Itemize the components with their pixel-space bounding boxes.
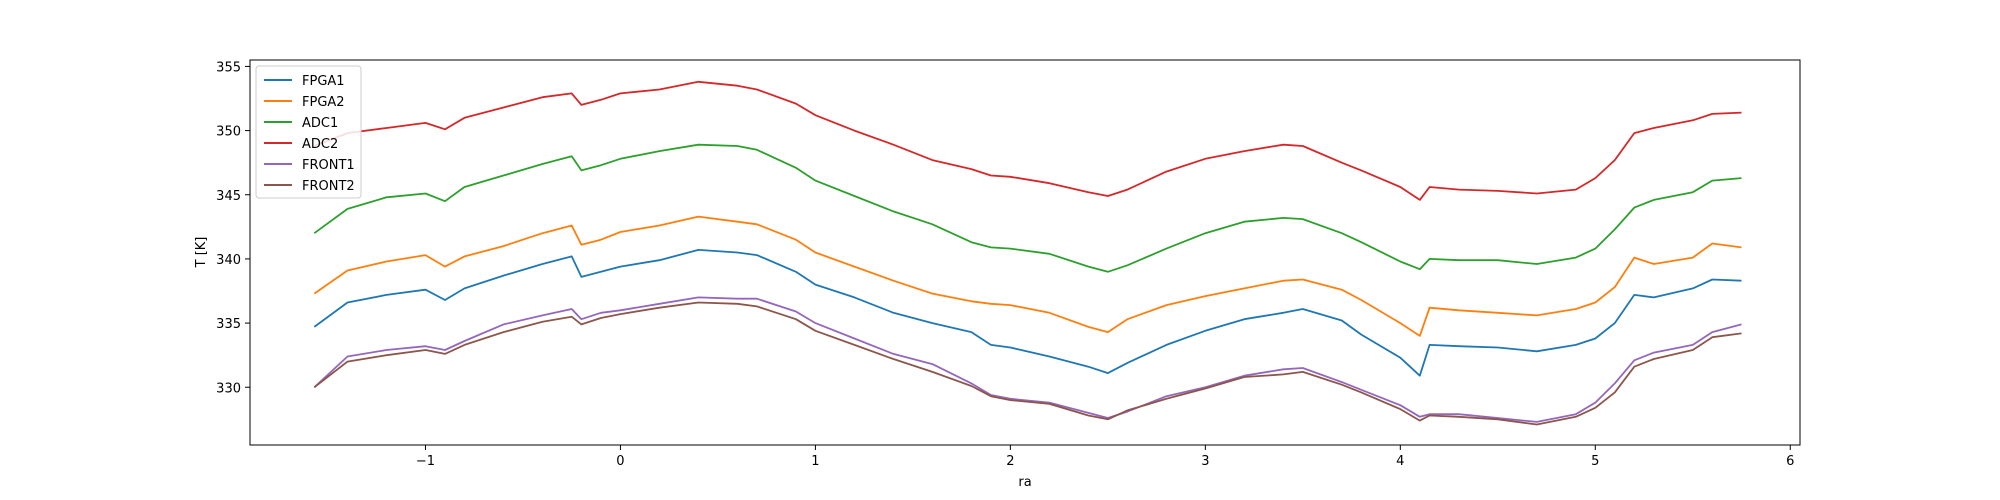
series-lines <box>313 80 1742 426</box>
legend-label-fpga2: FPGA2 <box>302 95 345 110</box>
series-line-front2 <box>313 301 1742 426</box>
legend-label-front2: FRONT2 <box>302 179 355 194</box>
legend-label-front1: FRONT1 <box>302 158 355 173</box>
y-tick-label: 345 <box>216 189 241 204</box>
series-line-fpga1 <box>313 248 1742 377</box>
y-tick-label: 335 <box>216 317 241 332</box>
x-axis: −1 0 1 2 3 4 5 6 <box>416 445 1794 469</box>
legend-label-adc2: ADC2 <box>302 137 338 152</box>
series-line-front1 <box>313 296 1742 423</box>
x-tick-label: −1 <box>416 454 435 469</box>
x-tick-label: 2 <box>1006 454 1014 469</box>
x-axis-label: ra <box>1018 475 1031 490</box>
x-tick-label: 1 <box>811 454 819 469</box>
y-tick-label: 340 <box>216 253 241 268</box>
series-line-adc2 <box>313 80 1742 201</box>
legend: FPGA1 FPGA2 ADC1 ADC2 FRONT1 FRONT2 <box>255 65 362 199</box>
plot-background <box>250 60 1800 445</box>
series-line-fpga2 <box>313 215 1742 337</box>
legend-label-fpga1: FPGA1 <box>302 74 345 89</box>
x-tick-label: 5 <box>1591 454 1599 469</box>
x-tick-label: 3 <box>1201 454 1209 469</box>
y-tick-label: 330 <box>216 381 241 396</box>
x-tick-label: 0 <box>616 454 624 469</box>
x-tick-label: 4 <box>1396 454 1404 469</box>
y-axis-label: T [K] <box>194 237 209 269</box>
plot-frame <box>249 59 1801 446</box>
series-line-adc1 <box>313 143 1742 273</box>
y-tick-label: 350 <box>216 125 241 140</box>
y-axis: 330 335 340 345 350 355 <box>216 60 250 396</box>
x-tick-label: 6 <box>1786 454 1794 469</box>
legend-label-adc1: ADC1 <box>302 116 338 131</box>
y-tick-label: 355 <box>216 60 241 75</box>
